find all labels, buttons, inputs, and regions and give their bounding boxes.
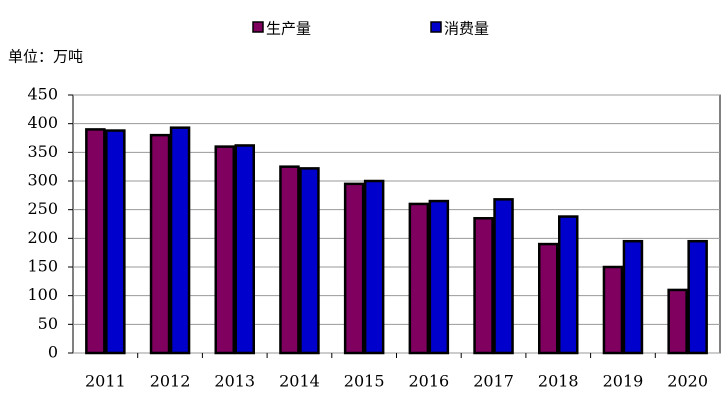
x-tick-label: 2017 [473, 372, 514, 391]
legend-swatch [252, 21, 264, 33]
y-tick-label: 100 [27, 285, 58, 304]
y-tick-label: 250 [27, 199, 58, 218]
x-tick-label: 2014 [279, 372, 320, 391]
bar [538, 242, 559, 355]
bar [149, 133, 171, 355]
bar [493, 198, 514, 355]
x-tick-label: 2011 [85, 372, 126, 391]
bar [602, 265, 624, 355]
y-tick-label: 200 [27, 228, 58, 247]
y-tick-label: 0 [48, 343, 58, 362]
unit-label: 单位：万吨 [8, 48, 83, 66]
bar [105, 129, 126, 355]
bar [85, 128, 106, 355]
y-tick-label: 400 [27, 113, 58, 132]
bar [363, 179, 385, 355]
bar [279, 165, 300, 355]
y-tick-label: 300 [27, 171, 58, 190]
x-tick-label: 2015 [344, 372, 385, 391]
bar [234, 144, 255, 355]
y-tick-label: 450 [27, 85, 58, 104]
bar [687, 239, 708, 355]
y-tick-label: 150 [27, 257, 58, 276]
bar [169, 126, 191, 355]
y-tick-label: 350 [27, 142, 58, 161]
x-tick-label: 2013 [214, 372, 255, 391]
y-tick-label: 50 [38, 314, 58, 333]
bar [214, 145, 235, 355]
x-tick-label: 2012 [150, 372, 191, 391]
bar [299, 167, 320, 355]
bar [622, 239, 644, 355]
bar [343, 182, 365, 355]
x-tick-label: 2016 [408, 372, 449, 391]
bar [408, 202, 430, 355]
legend-label: 生产量 [266, 20, 311, 38]
x-tick-label: 2019 [603, 372, 644, 391]
bar [667, 288, 688, 355]
legend-swatch [430, 21, 442, 33]
legend-label: 消费量 [444, 20, 489, 38]
x-tick-label: 2018 [538, 372, 579, 391]
bar [428, 199, 450, 355]
bar [473, 217, 494, 355]
x-tick-label: 2020 [667, 372, 708, 391]
bar [558, 215, 579, 355]
